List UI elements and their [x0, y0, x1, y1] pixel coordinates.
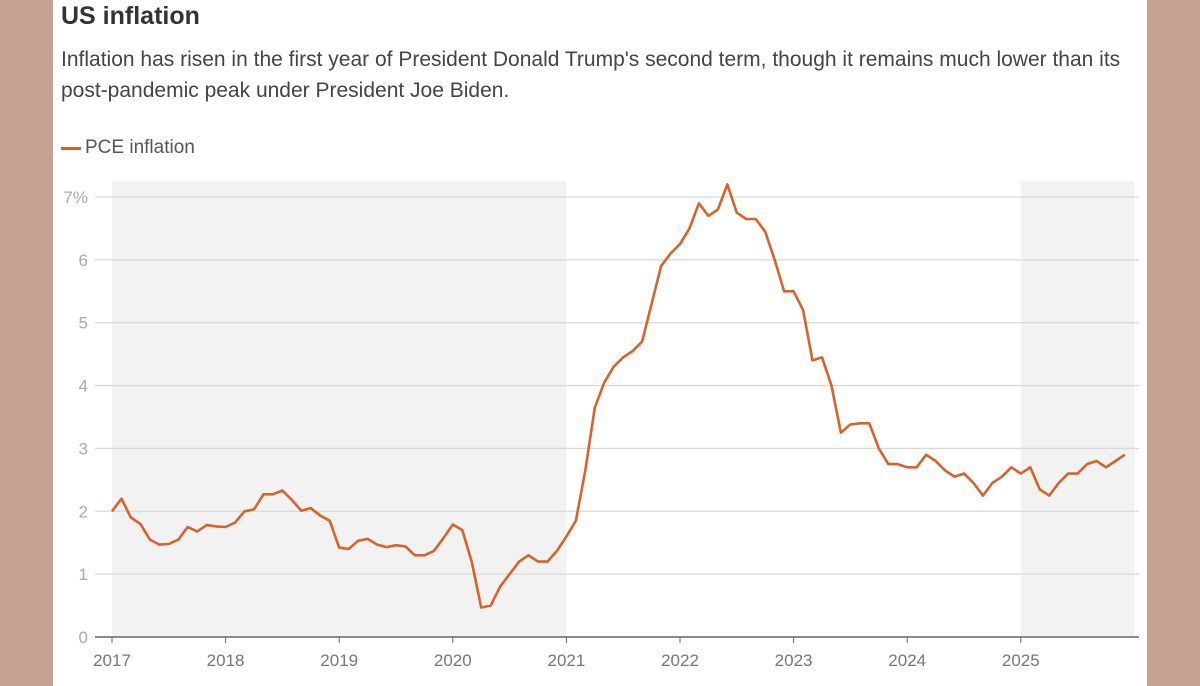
chart-subtitle: Inflation has risen in the first year of… — [61, 48, 1121, 102]
chart-title: US inflation — [61, 2, 200, 30]
y-tick-label: 1 — [79, 565, 88, 584]
x-tick-label: 2023 — [775, 651, 813, 670]
legend: PCE inflation — [61, 137, 195, 159]
y-tick-label: 4 — [79, 377, 88, 396]
legend-swatch — [61, 146, 81, 150]
x-tick-label: 2020 — [434, 651, 472, 670]
x-tick-label: 2018 — [207, 651, 245, 670]
legend-label: PCE inflation — [85, 137, 195, 158]
y-tick-label: 2 — [79, 502, 88, 521]
y-tick-label: 5 — [79, 314, 88, 333]
x-tick-label: 2024 — [888, 651, 926, 670]
x-tick-label: 2021 — [547, 651, 585, 670]
x-tick-label: 2019 — [320, 651, 358, 670]
y-tick-label: 3 — [79, 439, 88, 458]
x-tick-label: 2022 — [661, 651, 699, 670]
x-tick-label: 2017 — [93, 651, 131, 670]
series-line-pce-inflation — [110, 183, 1126, 609]
x-tick-label: 2025 — [1002, 651, 1040, 670]
shaded-period — [1020, 181, 1135, 637]
y-tick-label: 0 — [79, 628, 88, 647]
y-tick-label: 7% — [63, 188, 88, 207]
shaded-period — [112, 181, 567, 637]
y-tick-label: 6 — [79, 251, 88, 270]
